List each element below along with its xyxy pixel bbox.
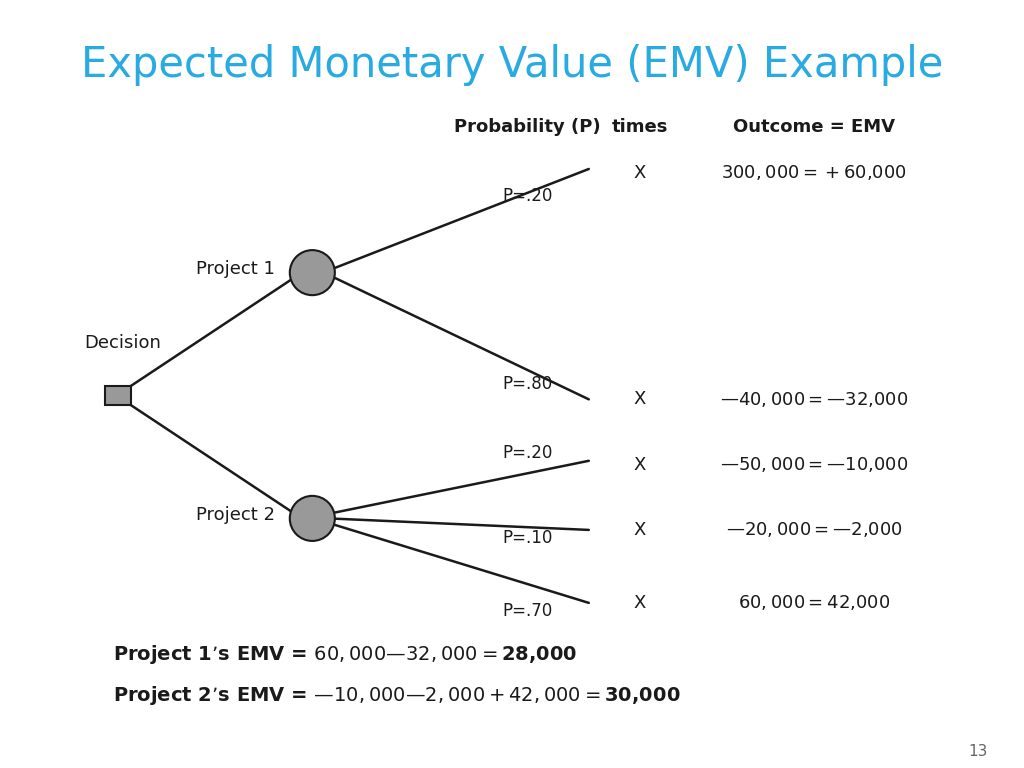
Text: P=.70: P=.70 (502, 601, 553, 620)
Text: Probability (P): Probability (P) (454, 118, 601, 136)
Text: Project 1’s EMV = $60,000 —32,000 = $28,000: Project 1’s EMV = $60,000 —32,000 = $28,… (113, 643, 578, 666)
Ellipse shape (290, 496, 335, 541)
Text: X: X (634, 594, 646, 612)
Text: Project 2: Project 2 (196, 505, 275, 524)
Text: X: X (634, 390, 646, 409)
Text: times: times (611, 118, 669, 136)
Text: 13: 13 (969, 743, 988, 759)
Text: Project 1: Project 1 (196, 260, 275, 278)
Text: $60,000 = $42,000: $60,000 = $42,000 (738, 594, 890, 612)
Text: Decision: Decision (84, 334, 162, 353)
Text: P=.80: P=.80 (502, 375, 553, 393)
Text: P=.20: P=.20 (502, 187, 553, 205)
Text: P=.10: P=.10 (502, 528, 553, 547)
Text: P=.20: P=.20 (502, 444, 553, 462)
Text: X: X (634, 455, 646, 474)
Text: X: X (634, 164, 646, 182)
FancyBboxPatch shape (105, 386, 131, 406)
Text: $300,000 = +$60,000: $300,000 = +$60,000 (721, 164, 907, 182)
Text: —$40,000 = —$32,000: —$40,000 = —$32,000 (720, 390, 908, 409)
Text: Outcome = EMV: Outcome = EMV (733, 118, 895, 136)
Text: Expected Monetary Value (EMV) Example: Expected Monetary Value (EMV) Example (81, 45, 943, 86)
Text: Project 2’s EMV = —$10,000 —2,000 + 42,000 = $30,000: Project 2’s EMV = —$10,000 —2,000 + 42,0… (113, 684, 680, 707)
Text: X: X (634, 521, 646, 539)
Text: —$50,000 = —$10,000: —$50,000 = —$10,000 (720, 455, 908, 474)
Text: —$20,000 = —$2,000: —$20,000 = —$2,000 (726, 521, 902, 539)
Ellipse shape (290, 250, 335, 295)
